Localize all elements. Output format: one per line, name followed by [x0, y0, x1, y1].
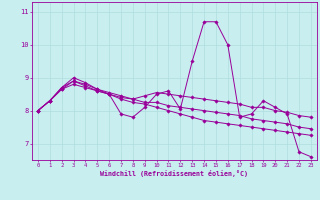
X-axis label: Windchill (Refroidissement éolien,°C): Windchill (Refroidissement éolien,°C)	[100, 170, 248, 177]
